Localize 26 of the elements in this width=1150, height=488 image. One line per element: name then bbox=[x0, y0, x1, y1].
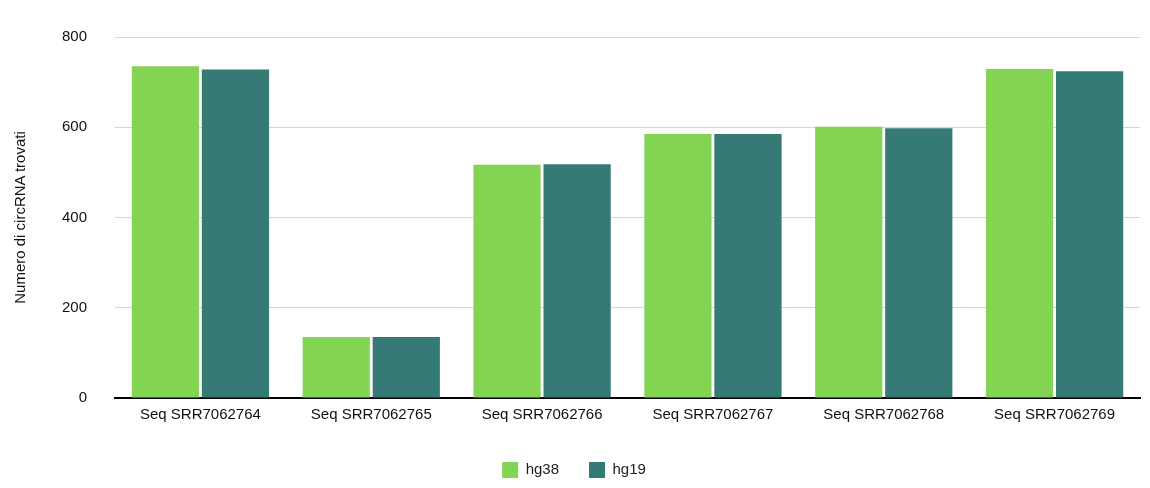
y-axis-title: Numero di circRNA trovati bbox=[11, 131, 29, 304]
y-tick-label: 400 bbox=[62, 207, 88, 225]
y-tick-label: 800 bbox=[62, 27, 88, 45]
y-tick-label: 0 bbox=[78, 388, 88, 406]
x-tick-label: Seq SRR7062764 bbox=[139, 405, 261, 423]
x-tick-label: Seq SRR7062769 bbox=[994, 405, 1116, 423]
bar bbox=[302, 337, 370, 398]
x-tick-label: Seq SRR7062765 bbox=[310, 405, 432, 423]
x-tick-label: Seq SRR7062768 bbox=[823, 405, 945, 423]
bar bbox=[473, 164, 541, 398]
x-tick-label: Seq SRR7062766 bbox=[481, 405, 603, 423]
bar bbox=[714, 134, 782, 398]
y-tick-label: 600 bbox=[62, 117, 88, 135]
legend-label: hg19 bbox=[612, 460, 646, 478]
bar bbox=[885, 128, 953, 398]
bar bbox=[201, 69, 270, 398]
x-tick-label: Seq SRR7062767 bbox=[652, 405, 774, 423]
bar bbox=[815, 126, 883, 398]
bar bbox=[372, 337, 440, 398]
bar bbox=[131, 66, 200, 398]
y-tick-label: 200 bbox=[62, 297, 88, 315]
bar bbox=[644, 134, 712, 398]
legend-label: hg38 bbox=[525, 460, 560, 478]
bar bbox=[1055, 71, 1124, 398]
bar bbox=[543, 164, 611, 398]
bar bbox=[985, 69, 1054, 398]
